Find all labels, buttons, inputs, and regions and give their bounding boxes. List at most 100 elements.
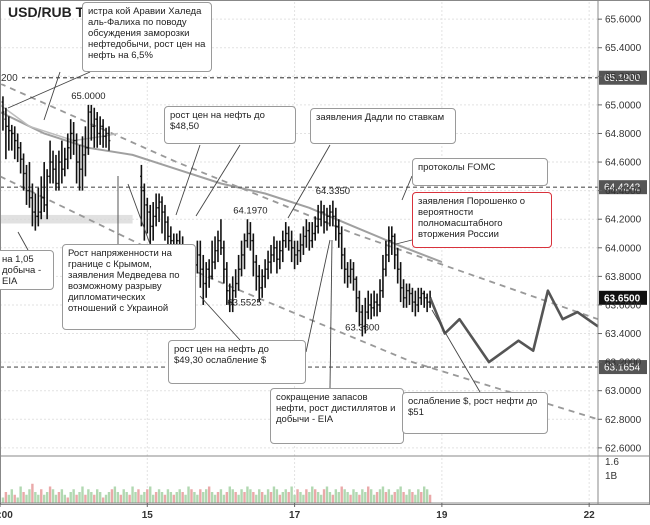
level-label: 63.1654 [604,363,641,374]
volume-bar [146,489,149,503]
annotation-eia-inventories: сокращение запасов нефти, рост дистиллят… [270,388,404,444]
volume-bar [381,486,385,503]
volume-bar [163,494,167,503]
volume-bar [40,489,43,503]
annotation-fomc: протоколы FOMC [412,158,548,186]
volume-bar [290,486,293,503]
level-tag [599,360,647,375]
volume-bar [425,489,429,503]
volume-bar [287,492,290,503]
volume-bar [246,486,249,503]
volume-bar [116,492,120,503]
volume-bar [4,492,8,503]
volume-bar [113,486,117,503]
volume-bar [422,486,426,503]
volume-bar [396,489,399,503]
volume-bar [140,494,143,503]
volume-bar [119,494,122,503]
y-tick-label: 65.0000 [605,100,642,111]
y-tick-label: 65.4000 [605,43,642,54]
point-labels: 65.0000 64.1970 63.5525 64.3350 63.3800 [71,91,379,334]
volume-bar [207,486,211,503]
volume-bar [352,489,355,503]
volume-bar [78,492,81,503]
price-levels: 65.1900 64.4242 63.6500 63.1654 200 [0,70,647,375]
volume-bar [225,492,229,503]
y-tick-label: 62.8000 [605,415,642,426]
volume-bar [122,489,125,503]
volume-bar [45,492,49,503]
volume-bar [216,492,220,503]
annotation-crimea: Рост напряженности на границе с Крымом, … [62,244,196,330]
annotation-leader [305,239,331,353]
volume-bar [417,489,420,503]
volume-bar [19,486,22,503]
volume-bar [87,489,90,503]
trend-line-upper [0,82,599,321]
volume-bar [7,494,11,503]
volume-pane: 1.61B [1,457,619,503]
level-label: 63.6500 [604,293,641,304]
volume-bar [346,492,349,503]
level-label: 65.1900 [604,73,641,84]
volume-bar [278,494,282,503]
volume-bar [428,494,432,503]
volume-bar [131,486,134,503]
y-tick-label: 65.2000 [605,72,642,83]
volume-bar [63,494,67,503]
congestion-band [0,214,133,224]
volume-bar [231,489,234,503]
forecast-path [428,289,599,364]
volume-bar [255,494,258,503]
annotation-leader [431,309,481,393]
volume-bar [272,486,276,503]
volume-bar [10,489,13,503]
volume-bar [151,494,155,503]
point-label: 63.3800 [345,322,379,333]
volume-bar [187,486,190,503]
volume-bar [249,489,252,503]
annotation-eia-left: на 1,05 добыча - EIA [0,250,54,290]
volume-bar [48,486,52,503]
volume-bar [93,494,96,503]
volume-bar [34,492,37,503]
volume-bar [101,497,105,503]
volume-bar [311,486,314,503]
level-label: 64.4242 [604,183,641,194]
volume-bar [293,494,296,503]
volume-bar [51,489,55,503]
volume-bar [316,492,320,503]
volume-bar [405,494,408,503]
volume-bar [202,492,205,503]
volume-bar [343,489,346,503]
volume-bar [399,486,402,503]
volume-bar [390,494,393,503]
volume-bar [1,497,5,503]
volume-bar [128,494,131,503]
forecast-line [428,289,599,364]
volume-bar [367,486,370,503]
y-tick-label: 63.6000 [605,300,642,311]
annotation-leader [329,239,333,389]
x-tick-label: 22 [584,510,596,521]
annotation-poroshenko: заявления Порошенко о вероятности полном… [412,192,552,248]
volume-bar [178,489,181,503]
level-tag [599,70,647,85]
volume-bar [219,489,223,503]
annotation-leader [401,175,413,201]
x-tick-label: 19 [436,510,448,521]
volume-bar [308,492,311,503]
volume-bar [81,486,84,503]
y-tick-label: 64.0000 [605,243,642,254]
volume-bar [137,489,140,503]
volume-bar [104,494,108,503]
volume-bar [184,494,187,503]
volume-bar [337,492,340,503]
y-tick-label: 64.6000 [605,158,642,169]
y-tick-label: 64.8000 [605,129,642,140]
level-tag-current [599,290,647,305]
volume-bar [210,492,214,503]
